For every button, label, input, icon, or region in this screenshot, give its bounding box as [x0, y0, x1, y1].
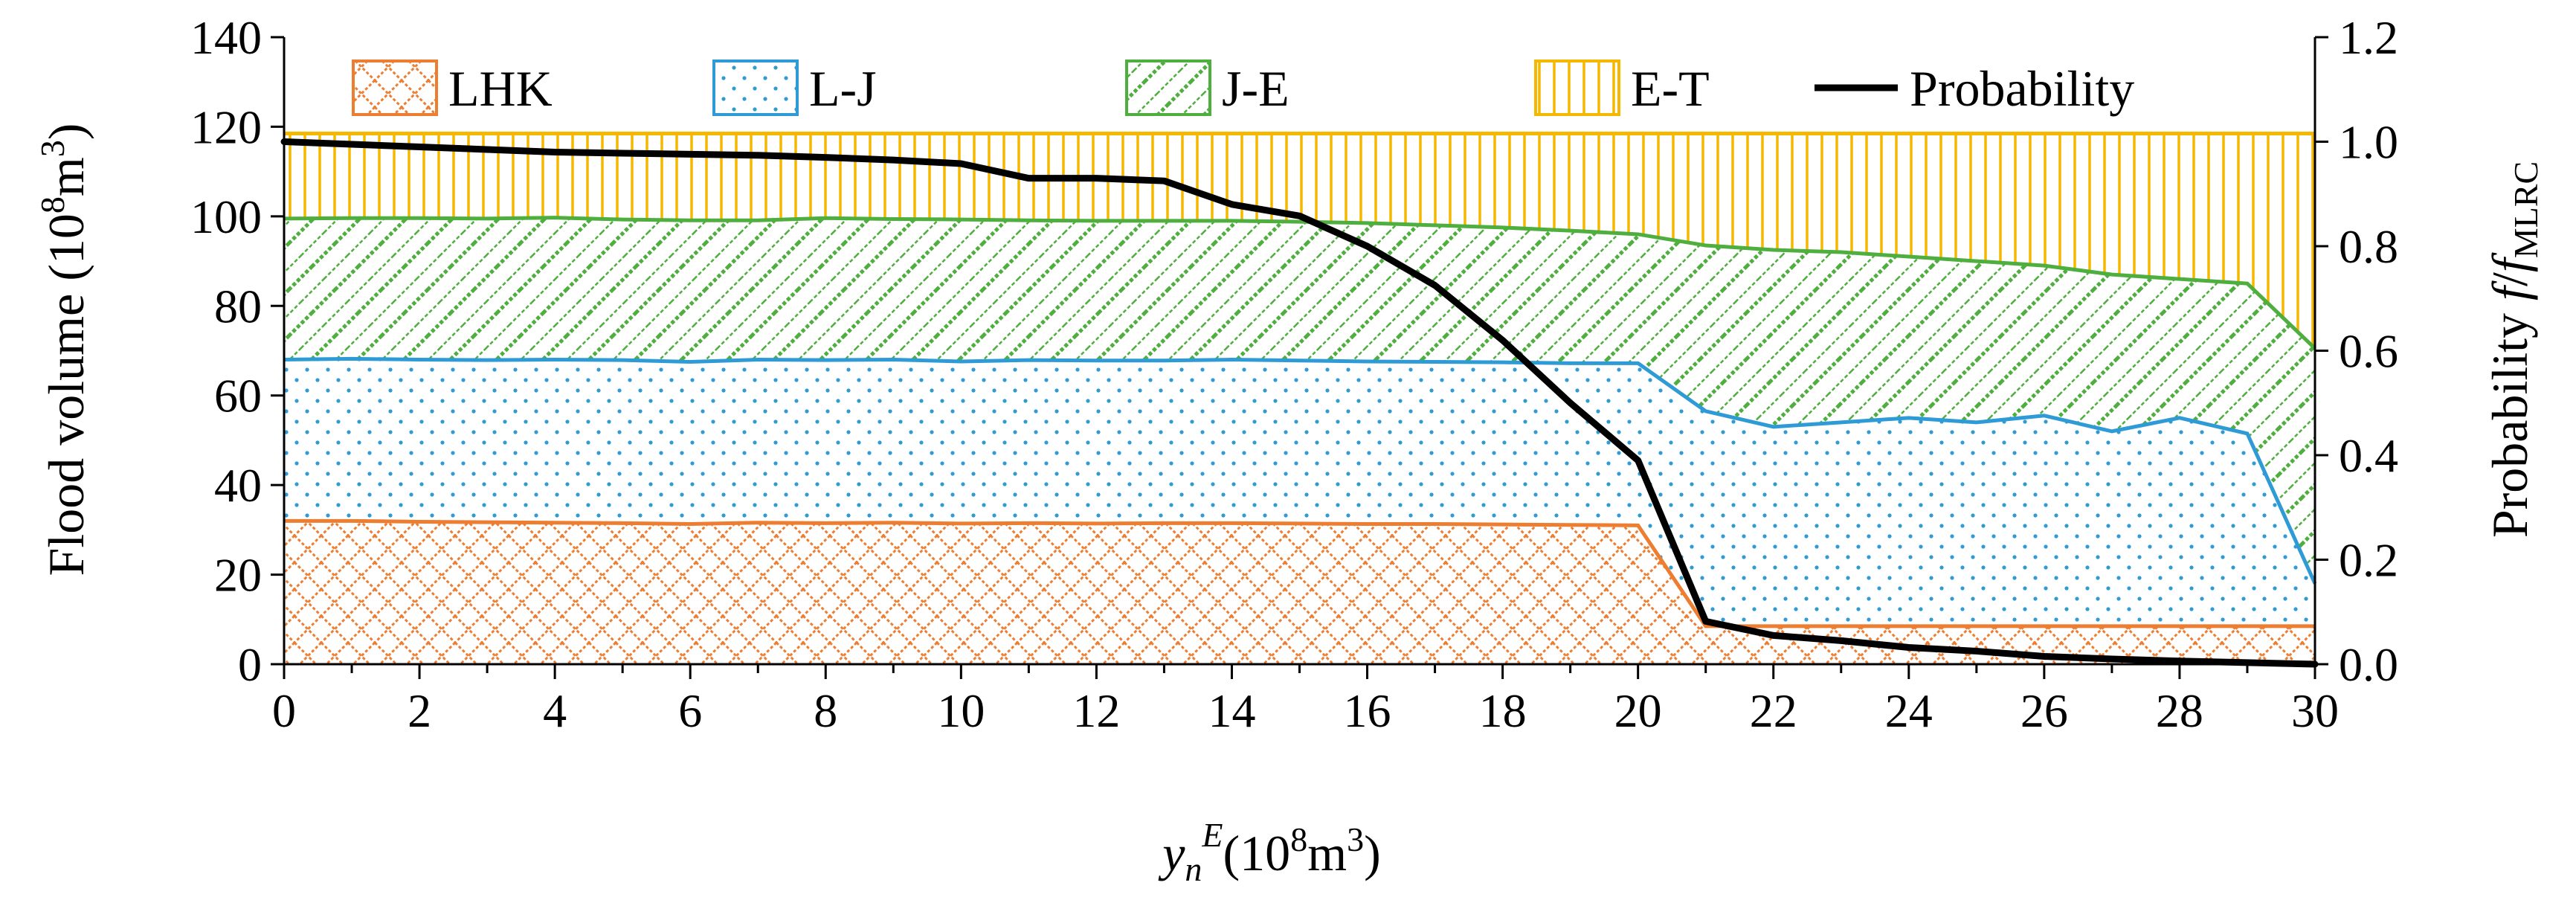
y-tick-label: 60 — [214, 370, 262, 422]
x-tick-label: 20 — [1614, 684, 1662, 737]
legend-label: Probability — [1910, 60, 2134, 117]
x-tick-label: 16 — [1344, 684, 1391, 737]
y-tick-label: 20 — [214, 549, 262, 602]
x-tick-label: 18 — [1479, 684, 1527, 737]
area-boundary-lhk — [284, 518, 2315, 628]
y-tick-label: 120 — [190, 100, 262, 153]
x-tick-label: 2 — [408, 684, 431, 737]
legend-item-probability: Probability — [1815, 60, 2134, 117]
area-j-e — [284, 217, 2315, 584]
x-tick-label: 26 — [2020, 684, 2068, 737]
y2-tick-label: 0.4 — [2339, 429, 2398, 482]
area-boundary-l-j — [283, 356, 2317, 585]
x-tick-label: 30 — [2291, 684, 2339, 737]
legend-label: E-T — [1631, 60, 1710, 117]
legend: LHK L-J J-E E-T Probability — [352, 60, 2134, 117]
legend-label: L-J — [809, 60, 877, 117]
legend-item-j-e: J-E — [1125, 60, 1289, 117]
y-tick-label: 140 — [190, 11, 262, 64]
y-tick-label: 0 — [238, 638, 262, 691]
legend-label: LHK — [448, 60, 553, 117]
y2-tick-label: 0.6 — [2339, 325, 2398, 378]
legend-label: J-E — [1222, 60, 1289, 117]
legend-item-e-t: E-T — [1534, 60, 1710, 117]
x-axis-title: ynE(108m3) — [1158, 816, 1381, 888]
legend-swatch — [352, 60, 438, 116]
y2-tick-label: 0.8 — [2339, 220, 2398, 273]
x-tick-label: 4 — [543, 684, 567, 737]
x-tick-label: 22 — [1750, 684, 1797, 737]
y2-tick-label: 1.0 — [2339, 116, 2398, 169]
x-tick-label: 28 — [2156, 684, 2203, 737]
probability-line-group — [280, 138, 2319, 668]
legend-item-lhk: LHK — [352, 60, 553, 117]
y2-tick-label: 0.0 — [2339, 638, 2398, 691]
ticks: 0 2 4 6 8 10 12 14 16 18 20 22 24 26 28 300204060801001… — [190, 11, 2398, 737]
x-tick-label: 8 — [814, 684, 837, 737]
x-tick-label: 14 — [1208, 684, 1255, 737]
x-tick-label: 24 — [1885, 684, 1933, 737]
legend-swatch — [1534, 60, 1620, 116]
probability-line — [280, 138, 2319, 668]
x-tick-label: 12 — [1072, 684, 1120, 737]
y-tick-label: 100 — [190, 190, 262, 243]
x-tick-label: 6 — [678, 684, 702, 737]
area-e-t — [284, 133, 2315, 349]
legend-swatch — [1125, 60, 1211, 116]
y2-axis-title: Probability f/fMLRC — [2482, 161, 2545, 538]
x-tick-label: 10 — [937, 684, 985, 737]
y2-tick-label: 0.2 — [2339, 534, 2398, 587]
y2-tick-label: 1.2 — [2339, 11, 2398, 64]
area-lhk — [284, 521, 2315, 664]
area-boundaries — [283, 131, 2317, 628]
y-tick-label: 40 — [214, 459, 262, 512]
area-boundary-j-e — [283, 216, 2316, 350]
y-tick-label: 80 — [214, 280, 262, 332]
y-axis-title: Flood volume (108m3) — [33, 123, 94, 576]
legend-item-l-j: L-J — [712, 60, 877, 117]
x-tick-label: 0 — [272, 684, 296, 737]
legend-swatch — [712, 60, 799, 116]
